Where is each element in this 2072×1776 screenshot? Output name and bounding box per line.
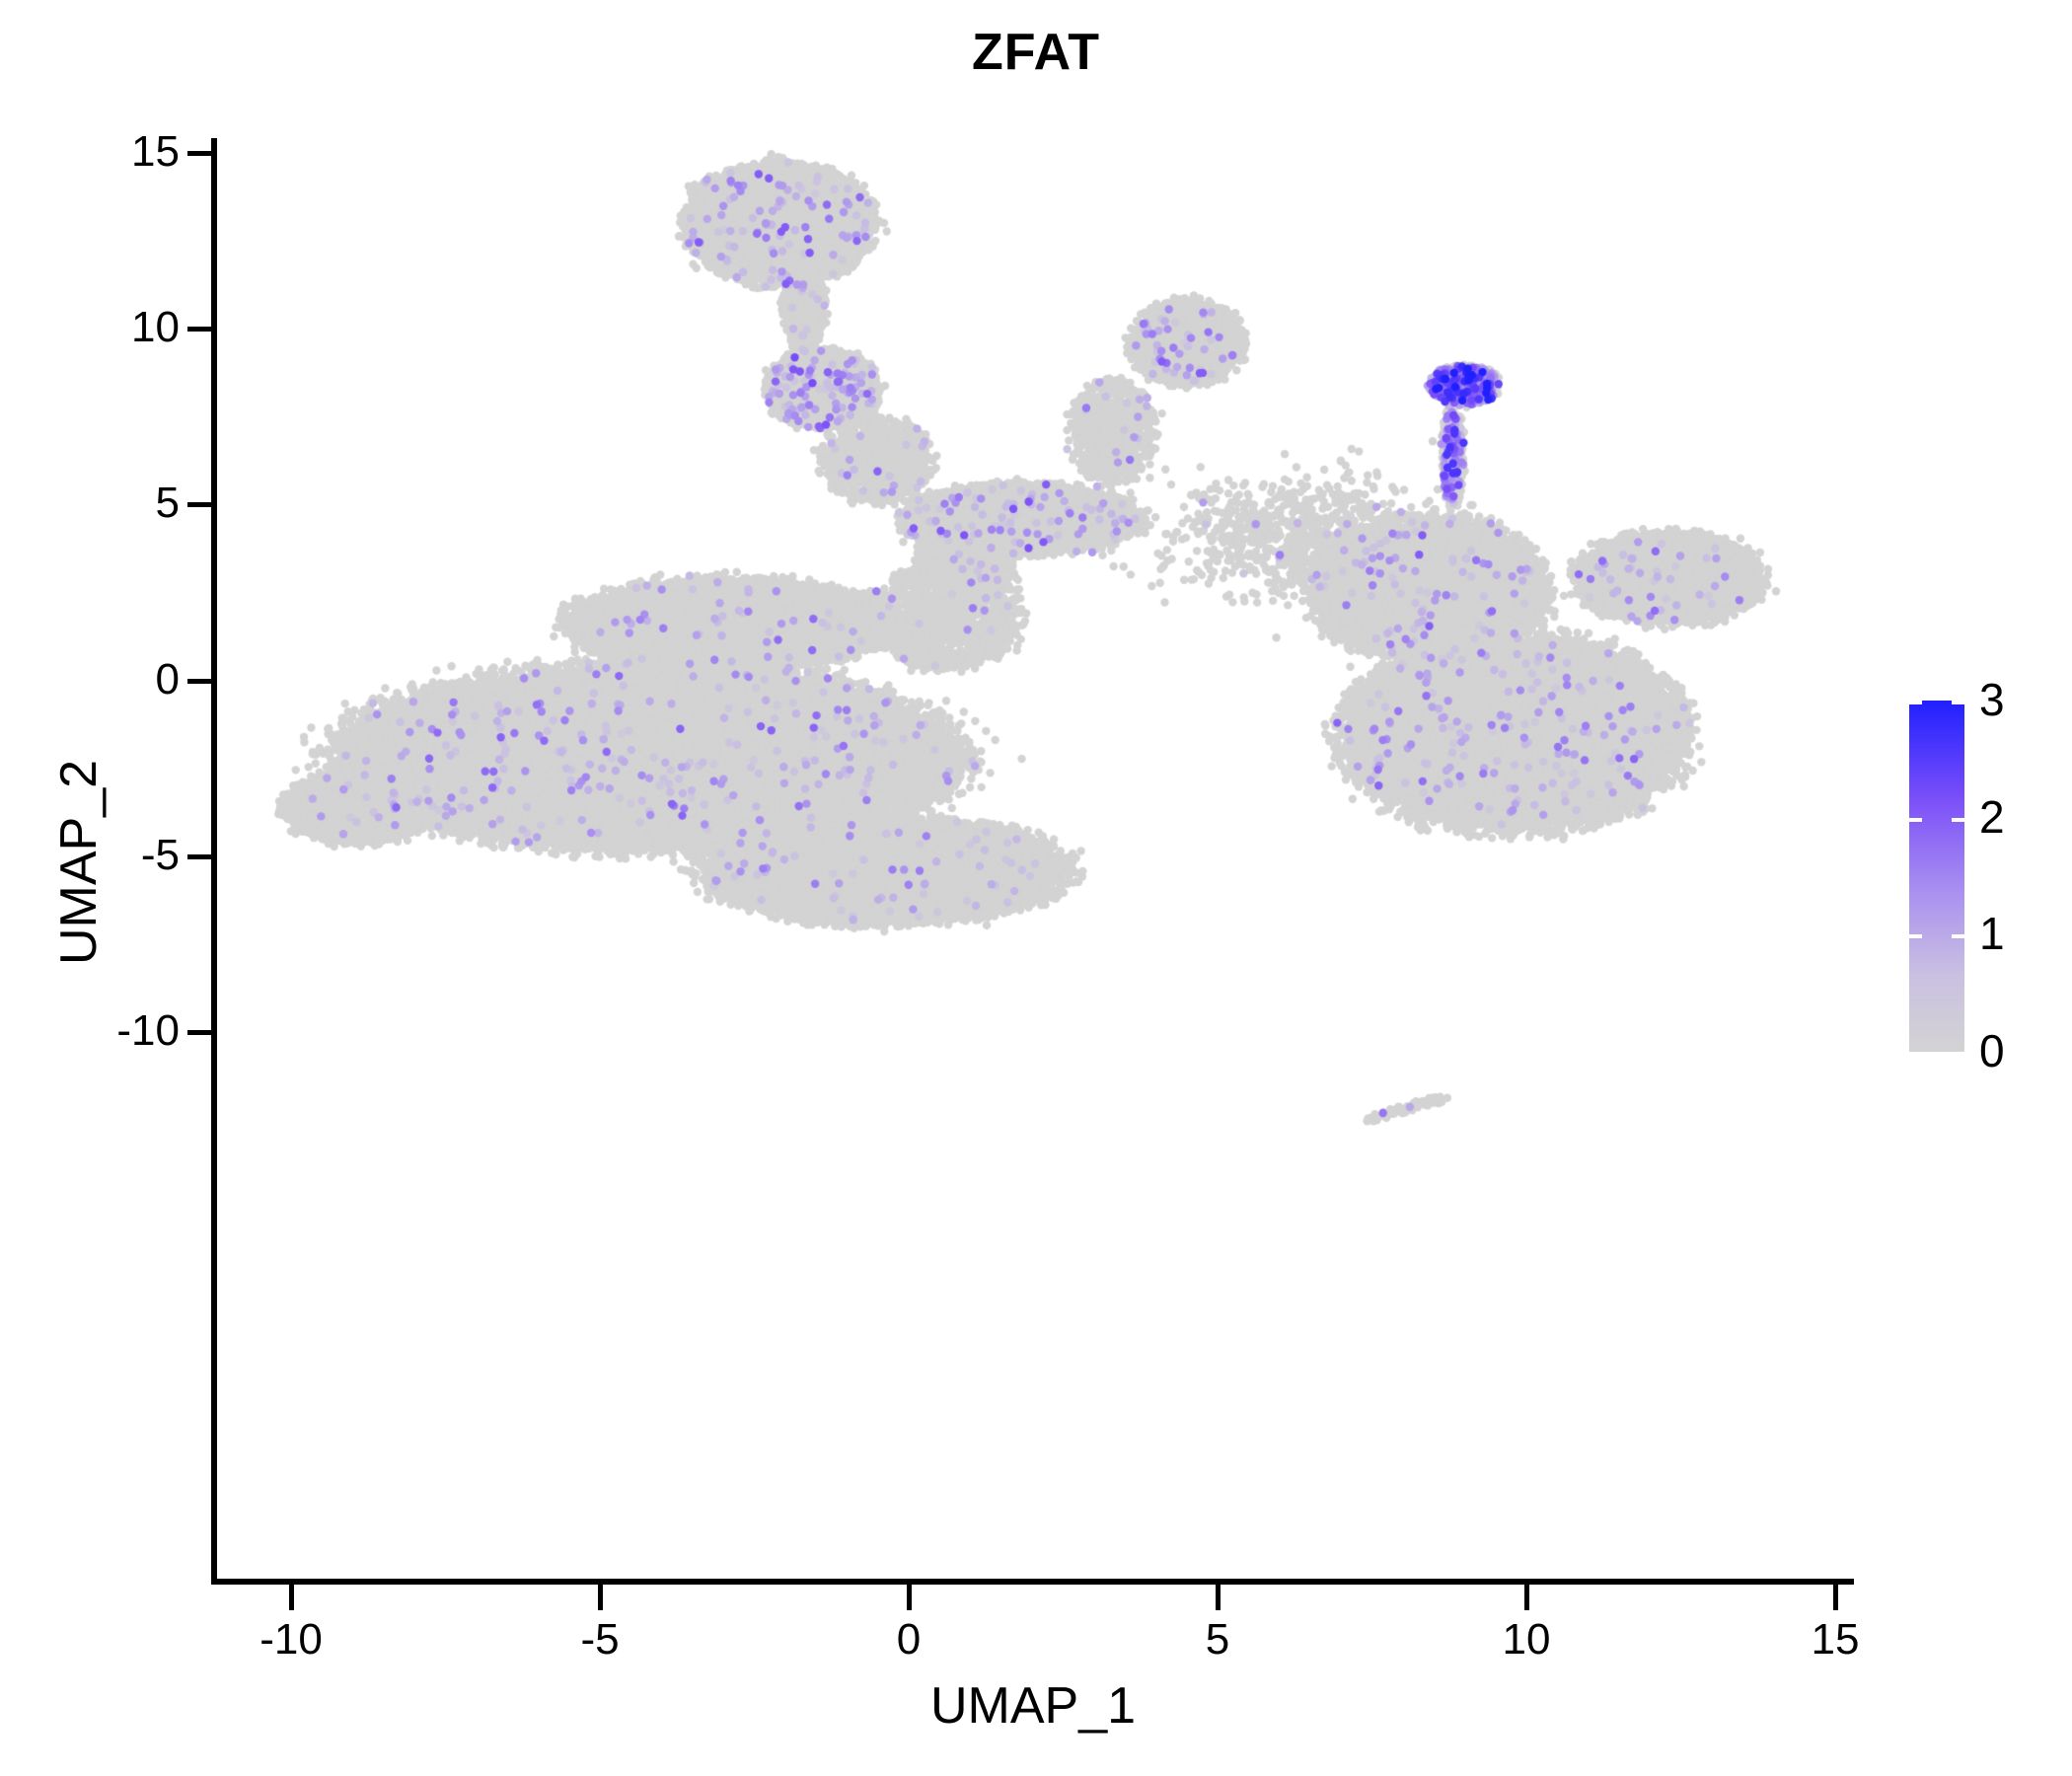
x-tick-mark: [598, 1585, 603, 1610]
y-tick-mark: [187, 678, 213, 684]
y-tick-label: 10: [131, 303, 180, 352]
y-tick-mark: [187, 1030, 213, 1035]
colorbar-tick: [1952, 701, 1964, 704]
x-tick-label: 5: [1205, 1615, 1230, 1664]
y-axis-line: [211, 138, 217, 1585]
colorbar-label: 0: [1979, 1025, 2005, 1076]
y-tick-label: -5: [140, 830, 180, 879]
colorbar-tick: [1952, 817, 1964, 822]
colorbar-tick: [1952, 934, 1964, 939]
x-tick-mark: [907, 1585, 912, 1610]
y-tick-label: 5: [155, 479, 180, 528]
y-tick-mark: [187, 151, 213, 156]
y-tick-mark: [187, 853, 213, 859]
x-axis-line: [211, 1579, 1854, 1585]
y-tick-mark: [187, 327, 213, 333]
x-tick-mark: [289, 1585, 294, 1610]
y-tick-label: -10: [116, 1006, 180, 1055]
y-tick-label: 0: [155, 654, 180, 703]
x-tick-mark: [1216, 1585, 1221, 1610]
y-axis-title: UMAP_2: [50, 759, 108, 966]
colorbar-tick: [1909, 934, 1922, 939]
colorbar-tick: [1909, 817, 1922, 822]
y-tick-label: 15: [131, 127, 180, 176]
x-axis-title: UMAP_1: [929, 1677, 1137, 1735]
x-tick-label: 0: [896, 1615, 922, 1664]
legend-colorbar: 3 2 1 0: [1904, 677, 2062, 1073]
y-tick-mark: [187, 502, 213, 508]
x-tick-mark: [1524, 1585, 1529, 1610]
x-tick-label: -5: [580, 1615, 620, 1664]
x-tick-mark: [1833, 1585, 1838, 1610]
colorbar-label: 2: [1979, 790, 2005, 843]
colorbar-tick: [1909, 701, 1922, 704]
colorbar-label: 3: [1979, 674, 2005, 725]
x-tick-label: 10: [1502, 1615, 1551, 1664]
x-tick-label: -10: [259, 1615, 323, 1664]
colorbar-gradient: [1909, 701, 1964, 1052]
page-title: ZFAT: [971, 24, 1101, 81]
colorbar-label: 1: [1979, 908, 2005, 960]
x-tick-label: 15: [1811, 1615, 1860, 1664]
scatter-plot-canvas: [215, 138, 1851, 1582]
plot-panel: [215, 138, 1851, 1582]
